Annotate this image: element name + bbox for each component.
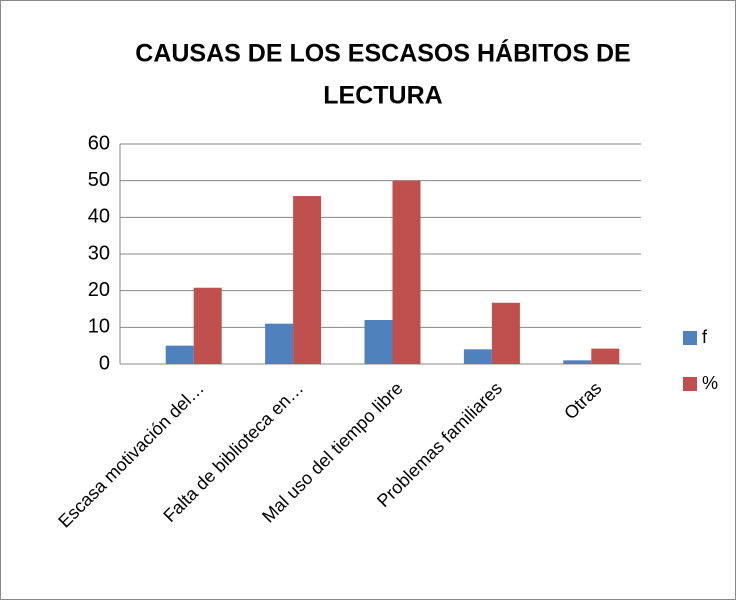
chart-title-line-1: CAUSAS DE LOS ESCASOS HÁBITOS DE [135, 39, 630, 68]
y-tick-label: 40 [88, 206, 110, 228]
bar [591, 348, 620, 364]
bar [364, 320, 393, 364]
y-tick-label: 30 [88, 242, 110, 264]
legend-label: f [702, 327, 708, 347]
bar [392, 180, 421, 364]
bar [193, 287, 222, 364]
y-tick-label: 10 [88, 316, 110, 338]
bar [293, 196, 322, 364]
y-tick-label: 20 [88, 279, 110, 301]
legend-label: % [702, 373, 718, 393]
legend-swatch [683, 331, 697, 345]
bar [265, 323, 294, 364]
bar [165, 345, 194, 364]
y-tick-label: 50 [88, 169, 110, 191]
bar [491, 302, 520, 364]
y-tick-label: 0 [99, 352, 110, 374]
chart-title-line-2: LECTURA [323, 82, 442, 110]
bar [563, 360, 592, 364]
bar [463, 349, 492, 364]
legend-swatch [683, 377, 697, 391]
y-tick-label: 60 [88, 132, 110, 154]
